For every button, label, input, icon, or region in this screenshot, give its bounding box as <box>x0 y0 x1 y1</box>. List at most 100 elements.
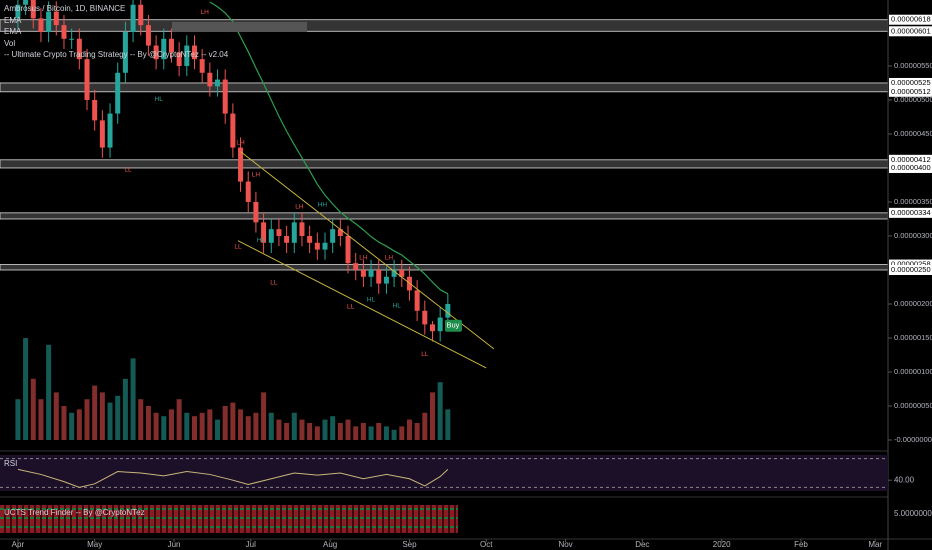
candle-body <box>422 310 428 325</box>
y-tick-label: 0.00000550 <box>894 61 932 70</box>
y-tick-label: 0.00000200 <box>894 299 932 308</box>
volume-bar <box>53 392 59 440</box>
volume-bar <box>245 416 251 440</box>
swing-label: LL <box>421 351 429 358</box>
candle-body <box>445 303 451 318</box>
candle-body <box>222 79 228 114</box>
candle-body <box>245 181 251 202</box>
volume-bar <box>399 426 405 440</box>
candle-body <box>291 222 297 243</box>
volume-bar <box>330 416 336 440</box>
candle-body <box>122 31 128 73</box>
legend-entry: EMA <box>4 16 22 25</box>
zone-label: 0.00000512 <box>891 87 931 96</box>
volume-bar <box>414 422 420 440</box>
trend-finder-title: UCTS Trend Finder -- By @CryptoNTez <box>4 508 145 517</box>
volume-bar <box>307 422 313 440</box>
zone-label: 0.00000334 <box>891 208 931 217</box>
volume-bar <box>191 416 197 440</box>
volume-bar <box>61 405 67 440</box>
swing-label: LH <box>359 254 368 261</box>
sr-zone <box>0 82 888 93</box>
volume-bar <box>360 422 366 440</box>
candle-body <box>115 72 121 114</box>
buy-signal: Buy <box>446 321 459 330</box>
swing-label: LL <box>347 303 355 310</box>
candle-body <box>38 18 44 32</box>
candle-body <box>353 263 359 270</box>
x-tick-label: Dec <box>635 540 649 549</box>
candle-body <box>15 4 21 19</box>
x-tick-label: 2020 <box>713 540 731 549</box>
candle-body <box>92 99 98 121</box>
candle-body <box>429 324 435 332</box>
volume-bar <box>222 405 228 440</box>
candle-body <box>345 235 351 264</box>
y-tick-label: 0.00000050 <box>894 401 932 410</box>
x-tick-label: Apr <box>12 540 25 549</box>
volume-bar <box>391 429 397 440</box>
y-tick-label: 0.00000150 <box>894 333 932 342</box>
zone-label: 0.00000250 <box>891 265 931 274</box>
candle-body <box>276 229 282 236</box>
candle-body <box>414 290 420 311</box>
volume-bar <box>92 385 98 440</box>
candle-body <box>360 269 366 277</box>
volume-bar <box>207 409 213 440</box>
trendline <box>237 240 487 369</box>
candle-body <box>330 229 336 243</box>
candle-body <box>107 113 113 148</box>
volume-bar <box>253 412 259 440</box>
candle-body <box>437 317 443 332</box>
zone-label: 0.00000618 <box>891 15 931 24</box>
legend-entry: Vol <box>4 39 15 48</box>
volume-bar <box>437 382 443 440</box>
swing-label: LH <box>236 140 245 147</box>
volume-bar <box>145 405 151 440</box>
candle-body <box>76 38 82 60</box>
sr-zone <box>0 159 888 169</box>
candle-body <box>207 72 213 87</box>
candle-body <box>99 120 105 148</box>
volume-bar <box>284 422 290 440</box>
volume-bar <box>230 402 236 440</box>
volume-bar <box>161 416 167 440</box>
candle-body <box>23 0 29 5</box>
swing-label: LL <box>270 280 278 287</box>
ema-line <box>209 1 449 295</box>
candle-body <box>238 147 244 182</box>
zone-label-box <box>889 264 932 275</box>
candle-body <box>46 11 52 32</box>
candle-body <box>69 38 75 40</box>
volume-bar <box>276 419 282 440</box>
swing-label: HL <box>393 303 402 310</box>
legend-entry: EMA <box>4 27 22 36</box>
y-tick-label: 0.00000500 <box>894 95 932 104</box>
x-tick-label: Mar <box>868 540 882 549</box>
volume-bar <box>445 409 451 440</box>
volume-bar <box>38 399 44 440</box>
swing-label: LH <box>295 203 304 210</box>
zone-label-box <box>889 26 932 37</box>
candle-body <box>368 269 374 277</box>
volume-bar <box>291 412 297 440</box>
volume-bar <box>107 402 113 440</box>
volume-bar <box>238 409 244 440</box>
legend-entry: -- Ultimate Crypto Trading Strategy -- B… <box>4 50 229 59</box>
sr-zone <box>0 264 888 271</box>
swing-label: LH <box>252 171 261 178</box>
volume-bar <box>46 344 52 440</box>
candle-body <box>215 79 221 87</box>
swing-label: HL <box>155 96 164 103</box>
x-tick-label: Jul <box>246 540 256 549</box>
candle-body <box>314 242 320 250</box>
zone-label-box <box>889 154 932 165</box>
swing-label: LH <box>201 9 210 16</box>
x-tick-label: Sep <box>402 540 417 549</box>
volume-bar <box>268 412 274 440</box>
volume-bar <box>383 426 389 440</box>
trend-finder-tick: 5.00000000 <box>894 509 932 518</box>
candle-body <box>176 52 182 66</box>
zone-box <box>172 22 307 32</box>
